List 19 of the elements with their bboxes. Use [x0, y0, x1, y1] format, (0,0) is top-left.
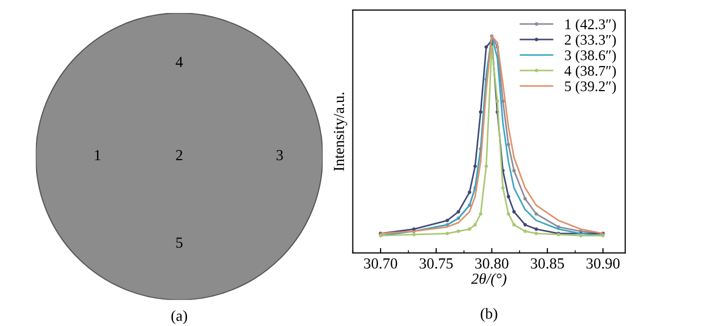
x-tick-label: 30.70 [364, 258, 398, 269]
x-tick-label: 30.75 [420, 258, 453, 269]
legend-label: 3 (38.6″) [564, 50, 616, 64]
text: (b) [480, 308, 498, 322]
text: (a) [171, 310, 188, 324]
y-axis-title: Intensity/a.u. [334, 92, 348, 171]
x-axis-title: 2θ/(°) [471, 273, 506, 288]
x-tick-label: 30.85 [530, 258, 564, 269]
text: 4 [176, 56, 183, 67]
legend-label: 2 (33.3″) [564, 34, 616, 48]
x-tick-label: 30.90 [586, 258, 620, 269]
text: 2 [176, 150, 182, 160]
text: 5 [176, 238, 182, 248]
text: 3 [276, 150, 283, 160]
legend-label: 4 (38.7″) [564, 65, 616, 79]
legend-label: 1 (42.3″) [566, 18, 616, 32]
text: 1 [95, 150, 100, 160]
x-tick-label: 30.80 [475, 258, 508, 269]
legend-label: 5 (39.2″) [565, 80, 616, 94]
